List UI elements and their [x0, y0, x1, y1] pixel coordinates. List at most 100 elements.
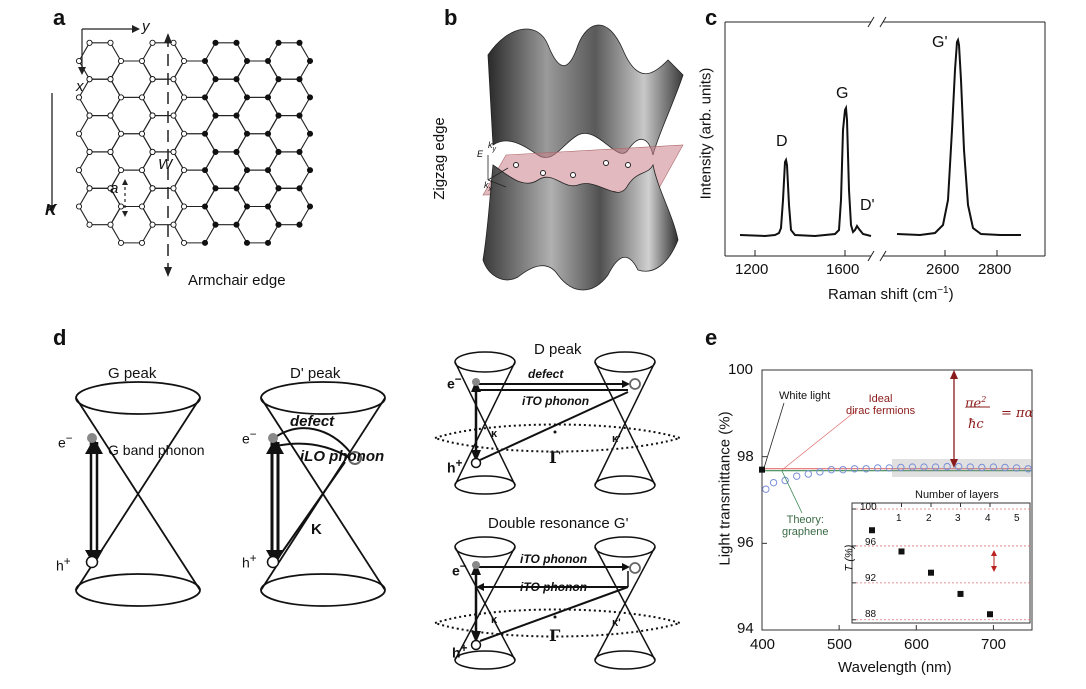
dprime-electron-label: e− [242, 428, 257, 447]
lattice-bond [299, 169, 311, 189]
lattice-atom [306, 94, 314, 101]
lattice-atom [117, 94, 125, 101]
inset-layer-point [898, 548, 905, 555]
d-peak-title: D peak [534, 341, 582, 358]
lattice-atom [117, 167, 125, 174]
panel-a-lattice [48, 25, 314, 277]
lattice-atom [306, 130, 314, 137]
dr-kappa-prime-label: κ' [612, 617, 621, 629]
lattice-atom [180, 203, 188, 210]
lattice-atom [86, 76, 93, 83]
inset-layer-point [987, 611, 993, 618]
lattice-bond [267, 151, 279, 171]
lattice-atom [233, 185, 240, 192]
inset-layer-point [957, 590, 964, 597]
peak-D-label: D [776, 133, 788, 150]
lattice-bond [299, 206, 311, 225]
lattice-bond [204, 224, 216, 244]
lattice-atom [212, 148, 219, 155]
lattice-bond [267, 60, 279, 80]
inset-title: Number of layers [915, 489, 999, 501]
e-xtick-700: 700 [981, 636, 1007, 653]
lattice-bond [299, 42, 311, 62]
lattice-atom [306, 167, 314, 174]
lattice-bond [267, 206, 279, 225]
e-ytick-94: 94 [737, 620, 754, 637]
dprime-hole-label: h+ [242, 552, 257, 571]
lattice-bond [141, 224, 153, 244]
lattice-atom [233, 148, 240, 155]
lattice-atom [86, 221, 93, 228]
lattice-atom [138, 167, 146, 174]
lattice-atom [180, 130, 188, 137]
lattice-bond [173, 133, 185, 153]
lattice-bond [236, 133, 248, 153]
lattice-atom [107, 221, 114, 228]
lattice-bond [78, 97, 90, 116]
zigzag-edge-label: Zigzag edge [430, 117, 448, 200]
g-electron-label: e− [58, 432, 73, 451]
lattice-bond [78, 115, 90, 135]
lattice-atom [201, 94, 209, 101]
lattice-atom [149, 39, 156, 46]
lattice-atom [201, 203, 209, 210]
peak-G-label: G [836, 85, 849, 102]
inset-xtick-3: 3 [955, 513, 961, 524]
lattice-atom [138, 203, 146, 210]
dprime-peak-title: D' peak [290, 365, 341, 382]
lattice-bond [299, 151, 311, 171]
lattice-bond [141, 169, 153, 189]
lattice-atom [243, 94, 251, 101]
lattice-constant-label: a [110, 180, 119, 197]
lattice-atom [275, 221, 282, 228]
lattice-bond [78, 42, 90, 62]
lattice-atom [180, 94, 188, 101]
lattice-bond [110, 97, 122, 116]
lattice-atom [117, 239, 125, 246]
lattice-atom [243, 130, 251, 137]
measured-transmittance-point [874, 464, 882, 472]
lattice-bond [78, 151, 90, 171]
measured-transmittance-point [1012, 464, 1021, 472]
lattice-atom [212, 112, 219, 119]
panel-d-label: d [53, 325, 67, 350]
lattice-atom [170, 185, 177, 192]
inset-xtick-1: 1 [896, 513, 902, 524]
white-light-point [759, 466, 765, 473]
measured-transmittance-point [989, 463, 998, 471]
lattice-bond [78, 169, 90, 189]
lattice-atom [233, 221, 240, 228]
measured-transmittance-point [897, 463, 905, 472]
inset-xtick-2: 2 [926, 513, 932, 524]
lattice-atom [243, 57, 251, 65]
lattice-bond [299, 60, 311, 80]
e-xtick-400: 400 [750, 636, 776, 653]
lattice-atom [264, 130, 272, 137]
panel-c-raman-spectrum [724, 16, 1046, 262]
dprime-peak-diagram [260, 381, 386, 607]
measured-transmittance-point [769, 478, 778, 487]
lattice-atom [306, 57, 314, 65]
lattice-atom [264, 239, 272, 246]
axis-K-label: K [45, 202, 57, 219]
lattice-bond [236, 60, 248, 80]
measured-transmittance-point [943, 462, 951, 471]
lattice-atom [201, 239, 209, 246]
double-resonance-diagram [431, 536, 684, 670]
measured-transmittance-point [827, 465, 836, 474]
lattice-bond [267, 133, 279, 153]
lattice-bond [110, 151, 122, 171]
lattice-bond [141, 42, 153, 62]
d-hole-label: h+ [447, 457, 463, 476]
lattice-atom [117, 203, 125, 210]
raman-x-axis-label: Raman shift (cm−1) [828, 285, 954, 303]
measured-transmittance-point [908, 463, 917, 471]
width-label: W [158, 156, 173, 173]
lattice-bond [173, 206, 185, 225]
lattice-atom [233, 76, 240, 83]
measured-transmittance-point [1001, 463, 1009, 472]
lattice-atom [275, 112, 282, 119]
lattice-atom [296, 112, 303, 119]
e-ytick-96: 96 [737, 534, 754, 551]
dr-ito-phonon-label-2: iTO phonon [520, 580, 588, 594]
